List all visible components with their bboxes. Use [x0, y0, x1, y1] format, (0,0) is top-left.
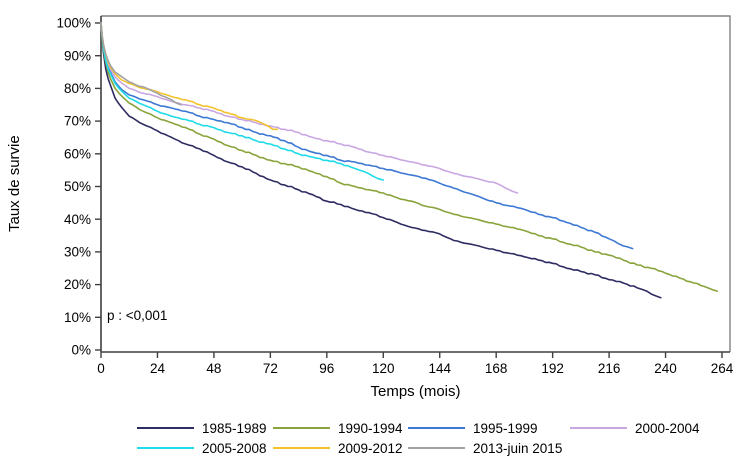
- y-axis-title: Taux de survie: [6, 135, 23, 233]
- curve-2009-2012: [100, 22, 279, 131]
- y-tick-label: 60%: [64, 146, 91, 161]
- curve-1990-1994: [100, 22, 719, 292]
- x-tick-label: 72: [263, 361, 278, 376]
- plot-frame: [101, 15, 731, 352]
- x-tick-label: 48: [206, 361, 221, 376]
- x-axis-title: Temps (mois): [370, 383, 461, 400]
- curve-2005-2008: [100, 22, 385, 181]
- y-tick-label: 0%: [71, 343, 91, 358]
- curve-1995-1999: [100, 22, 634, 250]
- y-tick-label: 40%: [64, 212, 91, 227]
- x-tick-label: 216: [598, 361, 621, 376]
- y-tick-label: 20%: [64, 277, 91, 292]
- y-tick-label: 10%: [64, 310, 91, 325]
- x-tick-label: 0: [97, 361, 105, 376]
- y-tick-label: 90%: [64, 48, 91, 63]
- x-tick-label: 24: [150, 361, 166, 376]
- y-tick-label: 80%: [64, 81, 91, 96]
- curve-2000-2004: [100, 22, 519, 194]
- curve-2013-juin-2015: [100, 22, 182, 106]
- x-tick-label: 168: [485, 361, 508, 376]
- x-tick-label: 264: [711, 361, 734, 376]
- y-tick-label: 70%: [64, 114, 91, 129]
- y-tick-label: 50%: [64, 179, 91, 194]
- y-tick-label: 30%: [64, 245, 91, 260]
- x-tick-label: 120: [372, 361, 395, 376]
- y-tick-label: 100%: [56, 16, 91, 31]
- axes: [100, 16, 730, 353]
- x-tick-label: 192: [541, 361, 564, 376]
- x-tick-label: 240: [654, 361, 677, 376]
- x-tick-label: 96: [319, 361, 334, 376]
- curve-1985-1989: [100, 22, 662, 299]
- p-value-annotation: p : <0,001: [107, 308, 168, 323]
- x-tick-label: 144: [428, 361, 451, 376]
